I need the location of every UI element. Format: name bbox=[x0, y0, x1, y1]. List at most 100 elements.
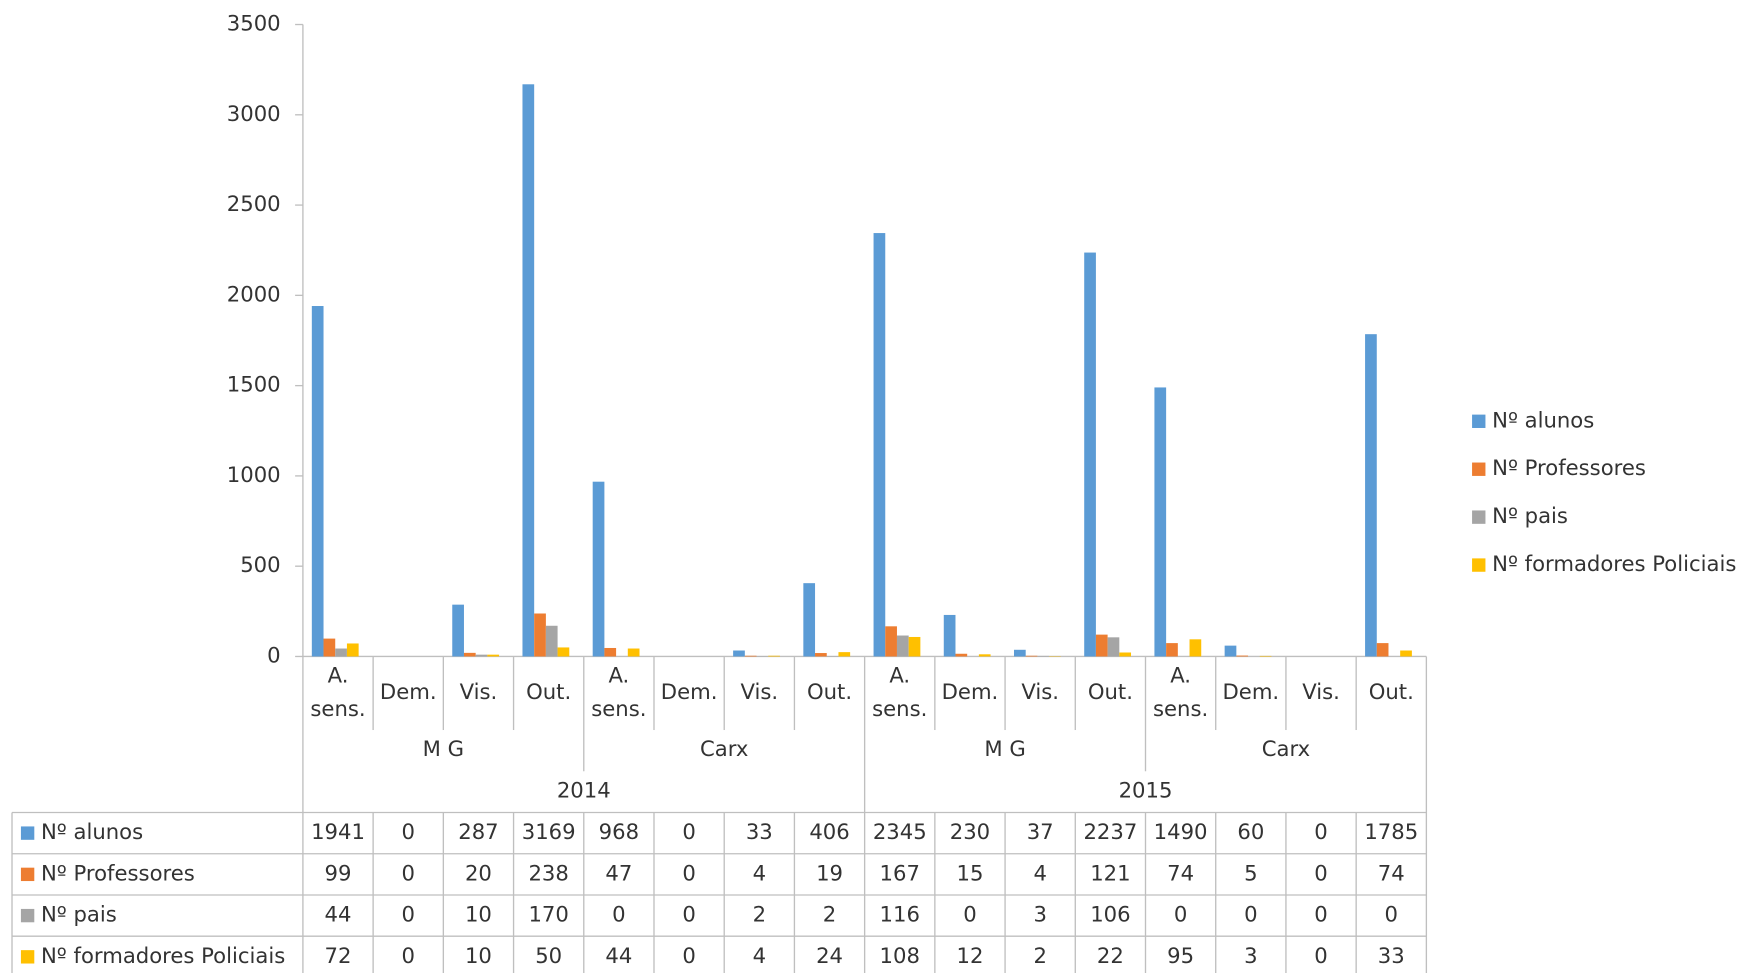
table-cell: 0 bbox=[963, 902, 976, 927]
bar bbox=[1119, 652, 1132, 657]
bar bbox=[604, 647, 617, 657]
group-label: Carx bbox=[700, 736, 748, 761]
x-tick-label: Vis. bbox=[460, 679, 498, 704]
table-cell: 72 bbox=[325, 943, 352, 968]
table-key bbox=[20, 950, 35, 964]
table-cell: 5 bbox=[1244, 860, 1257, 885]
table-cell: 10 bbox=[465, 943, 492, 968]
bar bbox=[1189, 639, 1202, 657]
table-cell: 0 bbox=[682, 902, 695, 927]
table-row-label: Nº Professores bbox=[41, 860, 195, 885]
bar bbox=[557, 647, 570, 657]
table-cell: 108 bbox=[880, 943, 920, 968]
bar bbox=[1095, 634, 1108, 657]
table-cell: 1785 bbox=[1364, 819, 1418, 844]
table-cell: 24 bbox=[816, 943, 843, 968]
bar bbox=[335, 648, 347, 657]
bar bbox=[627, 648, 640, 657]
table-cell: 37 bbox=[1027, 819, 1054, 844]
bar bbox=[1166, 643, 1178, 657]
y-tick-label: 1500 bbox=[227, 372, 281, 397]
x-tick-label: A. sens. bbox=[872, 663, 927, 721]
legend-key bbox=[1472, 510, 1486, 524]
bar bbox=[463, 652, 476, 657]
table-cell: 0 bbox=[401, 819, 414, 844]
table-cell: 33 bbox=[746, 819, 773, 844]
table-cell: 44 bbox=[325, 902, 352, 927]
legend-label: Nº alunos bbox=[1492, 407, 1594, 432]
table-cell: 2 bbox=[1033, 943, 1046, 968]
bar bbox=[534, 613, 546, 657]
table-cell: 10 bbox=[465, 902, 492, 927]
bar bbox=[1154, 387, 1167, 657]
bar bbox=[744, 655, 757, 657]
x-tick-label: Dem. bbox=[942, 679, 999, 704]
legend-key bbox=[1472, 414, 1486, 428]
table-cell: 2345 bbox=[873, 819, 927, 844]
y-tick-label: 1000 bbox=[227, 462, 281, 487]
table-cell: 0 bbox=[401, 902, 414, 927]
table-cell: 0 bbox=[1174, 902, 1187, 927]
bar bbox=[1259, 655, 1272, 657]
table-cell: 0 bbox=[682, 860, 695, 885]
table-cell: 15 bbox=[957, 860, 984, 885]
table-cell: 170 bbox=[528, 902, 568, 927]
table-cell: 287 bbox=[458, 819, 498, 844]
table-cell: 4 bbox=[753, 860, 766, 885]
bar bbox=[1376, 643, 1389, 657]
bar bbox=[452, 604, 464, 657]
table-cell: 50 bbox=[535, 943, 562, 968]
bar bbox=[592, 481, 605, 657]
table-cell: 116 bbox=[880, 902, 920, 927]
group-label: M G bbox=[984, 736, 1025, 761]
table-key bbox=[20, 826, 35, 840]
bar bbox=[346, 643, 359, 657]
table-cell: 106 bbox=[1090, 902, 1130, 927]
bar bbox=[522, 84, 535, 657]
table-cell: 0 bbox=[612, 902, 625, 927]
bar bbox=[873, 233, 886, 657]
table-cell: 3169 bbox=[522, 819, 576, 844]
table-cell: 4 bbox=[753, 943, 766, 968]
x-tick-label: Dem. bbox=[380, 679, 437, 704]
bar bbox=[1025, 655, 1038, 657]
bar bbox=[1037, 655, 1050, 657]
table-cell: 121 bbox=[1090, 860, 1130, 885]
bar bbox=[896, 635, 909, 657]
bar bbox=[733, 650, 745, 657]
table-cell: 12 bbox=[957, 943, 984, 968]
table-cell: 99 bbox=[325, 860, 352, 885]
legend-label: Nº Professores bbox=[1492, 455, 1646, 480]
bar bbox=[885, 626, 897, 657]
table-cell: 4 bbox=[1033, 860, 1046, 885]
bar bbox=[1084, 252, 1096, 657]
table-cell: 19 bbox=[816, 860, 843, 885]
table-row-label: Nº formadores Policiais bbox=[41, 943, 285, 968]
table-cell: 22 bbox=[1097, 943, 1124, 968]
table-cell: 1490 bbox=[1154, 819, 1208, 844]
bar bbox=[545, 625, 558, 657]
table-cell: 60 bbox=[1237, 819, 1264, 844]
y-tick-label: 0 bbox=[267, 642, 280, 667]
x-tick-label: A. sens. bbox=[591, 663, 646, 721]
bar bbox=[1013, 649, 1026, 657]
bar bbox=[943, 614, 956, 657]
table-row-label: Nº alunos bbox=[41, 819, 143, 844]
bar bbox=[768, 655, 780, 657]
table-cell: 0 bbox=[1244, 902, 1257, 927]
table-cell: 1941 bbox=[311, 819, 365, 844]
table-cell: 2 bbox=[823, 902, 836, 927]
bar bbox=[1400, 650, 1412, 657]
bar bbox=[487, 654, 500, 657]
bar bbox=[1365, 334, 1377, 657]
year-label: 2014 bbox=[557, 777, 611, 802]
table-key bbox=[20, 867, 35, 882]
table-cell: 0 bbox=[1314, 902, 1327, 927]
bar bbox=[955, 653, 968, 657]
table-cell: 406 bbox=[809, 819, 849, 844]
x-tick-label: A. sens. bbox=[310, 663, 365, 721]
table-cell: 3 bbox=[1244, 943, 1257, 968]
table-cell: 0 bbox=[401, 943, 414, 968]
x-tick-label: Out. bbox=[526, 679, 571, 704]
y-tick-label: 2500 bbox=[227, 191, 281, 216]
